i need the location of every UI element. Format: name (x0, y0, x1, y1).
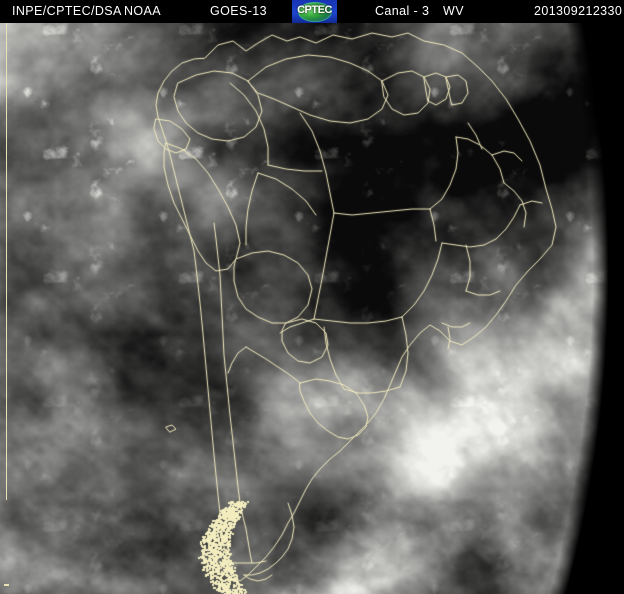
globe-icon (297, 1, 332, 22)
cptec-logo-text: CPTEC (297, 4, 332, 16)
provider-label: NOAA (124, 4, 162, 18)
image-header-bar: INPE/CPTEC/DSA NOAA GOES-13 CPTEC Canal … (0, 0, 624, 23)
timestamp-label: 201309212330 (534, 4, 623, 18)
band-label: WV (443, 4, 464, 18)
satellite-label: GOES-13 (210, 4, 267, 18)
cptec-logo: CPTEC (292, 0, 337, 23)
frame-corner-mark (4, 584, 9, 586)
agency-label: INPE/CPTEC/DSA (12, 4, 122, 18)
channel-label: Canal - 3 (375, 4, 430, 18)
water-vapor-imagery (0, 23, 624, 594)
frame-left-edge (6, 23, 7, 500)
satellite-image-area (0, 23, 624, 594)
